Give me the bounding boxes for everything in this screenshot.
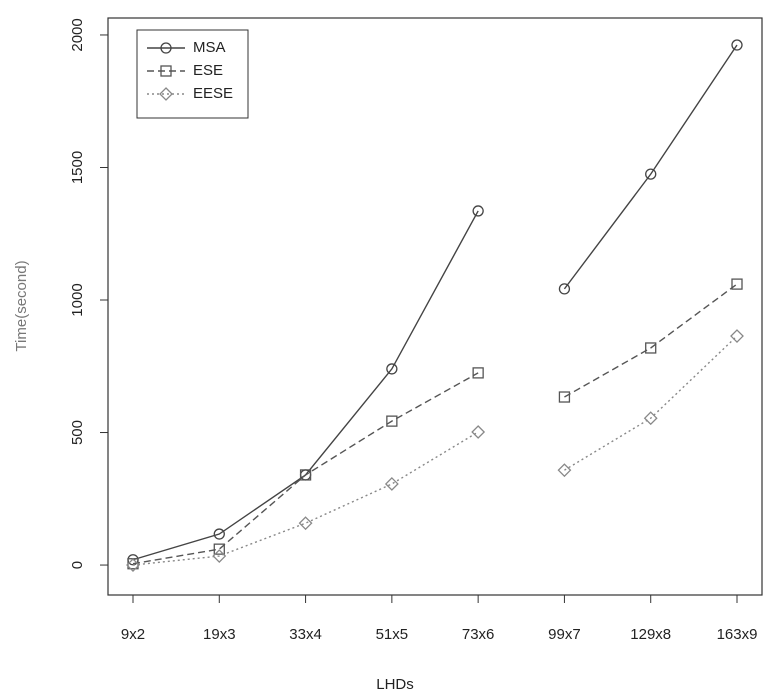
series-line bbox=[133, 432, 478, 565]
marker bbox=[472, 426, 484, 438]
series-line bbox=[564, 45, 737, 289]
x-tick-label: 73x6 bbox=[462, 626, 495, 643]
x-tick-label: 51x5 bbox=[376, 626, 409, 643]
y-tick-label: 1500 bbox=[69, 151, 86, 184]
legend-label: ESE bbox=[193, 62, 223, 79]
x-axis-label: LHDs bbox=[376, 676, 414, 693]
marker bbox=[386, 478, 398, 490]
marker bbox=[732, 279, 742, 289]
y-tick-label: 1000 bbox=[69, 283, 86, 316]
series-line bbox=[564, 336, 737, 470]
x-tick-label: 99x7 bbox=[548, 626, 581, 643]
legend-label: EESE bbox=[193, 85, 233, 102]
chart: LHDs Time(second) 0 500 1000 1500 2000 9x2 19x… bbox=[0, 0, 766, 697]
marker bbox=[731, 330, 743, 342]
series-line bbox=[133, 373, 478, 564]
series-line bbox=[564, 284, 737, 397]
x-tick-label: 9x2 bbox=[121, 626, 145, 643]
series-line bbox=[133, 211, 478, 560]
y-axis-label: Time(second) bbox=[13, 260, 30, 351]
marker bbox=[300, 517, 312, 529]
y-tick-label: 500 bbox=[69, 420, 86, 445]
y-tick-label: 2000 bbox=[69, 18, 86, 51]
y-tick-label: 0 bbox=[69, 561, 86, 569]
x-tick-label: 129x8 bbox=[630, 626, 671, 643]
x-tick-label: 33x4 bbox=[289, 626, 322, 643]
x-tick-label: 163x9 bbox=[717, 626, 758, 643]
legend-label: MSA bbox=[193, 39, 226, 56]
x-tick-label: 19x3 bbox=[203, 626, 236, 643]
